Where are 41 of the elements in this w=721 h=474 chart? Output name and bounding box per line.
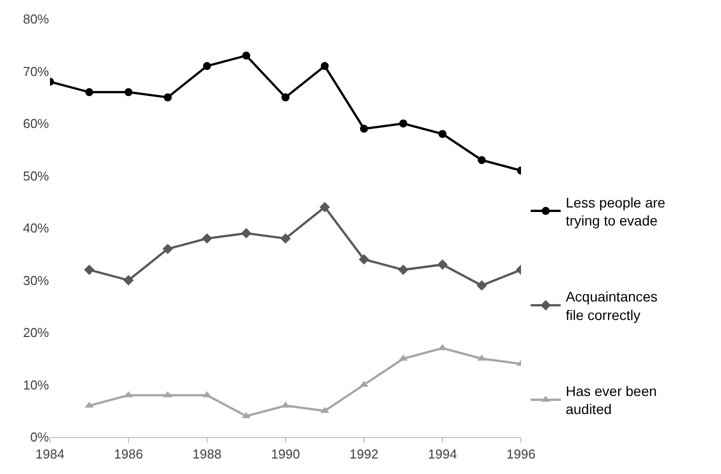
x-tick-label: 1990 (271, 446, 300, 462)
point (123, 275, 134, 286)
point (282, 93, 290, 102)
legend-label: Acquaintances file correctly (566, 288, 658, 323)
x-tick-label: 1992 (350, 446, 378, 462)
point (320, 202, 330, 212)
y-tick-label: 0% (30, 430, 50, 445)
point (398, 264, 408, 275)
point (85, 88, 94, 96)
legend-label: Less people are trying to evade (566, 194, 666, 228)
point (162, 244, 173, 254)
point (202, 233, 212, 244)
point (399, 120, 408, 128)
point (241, 228, 252, 238)
x-tick-label: 1994 (428, 446, 457, 462)
y-tick-label: 70% (22, 64, 50, 79)
y-tick-label: 80% (22, 12, 50, 27)
y-tick-label: 40% (22, 220, 50, 236)
x-tick-label: 1996 (506, 446, 536, 462)
legend-label: Has ever been audited (566, 383, 657, 418)
x-tick-label: 1988 (192, 446, 222, 462)
point (84, 264, 94, 275)
point (478, 156, 486, 164)
y-tick-label: 50% (22, 168, 50, 184)
x-tick-label: 1984 (36, 446, 64, 462)
y-tick-label: 20% (22, 325, 50, 340)
y-tick-label: 30% (22, 272, 50, 288)
point (476, 280, 487, 291)
point (280, 233, 291, 244)
y-tick-label: 60% (22, 116, 50, 132)
point (360, 124, 368, 133)
y-tick-label: 10% (22, 377, 50, 392)
point (437, 259, 448, 270)
point (203, 62, 211, 70)
point (242, 52, 250, 60)
x-tick-label: 1986 (114, 446, 143, 462)
point (320, 62, 329, 70)
point (438, 130, 446, 138)
point (124, 88, 132, 96)
point (164, 93, 172, 102)
point (358, 254, 370, 265)
